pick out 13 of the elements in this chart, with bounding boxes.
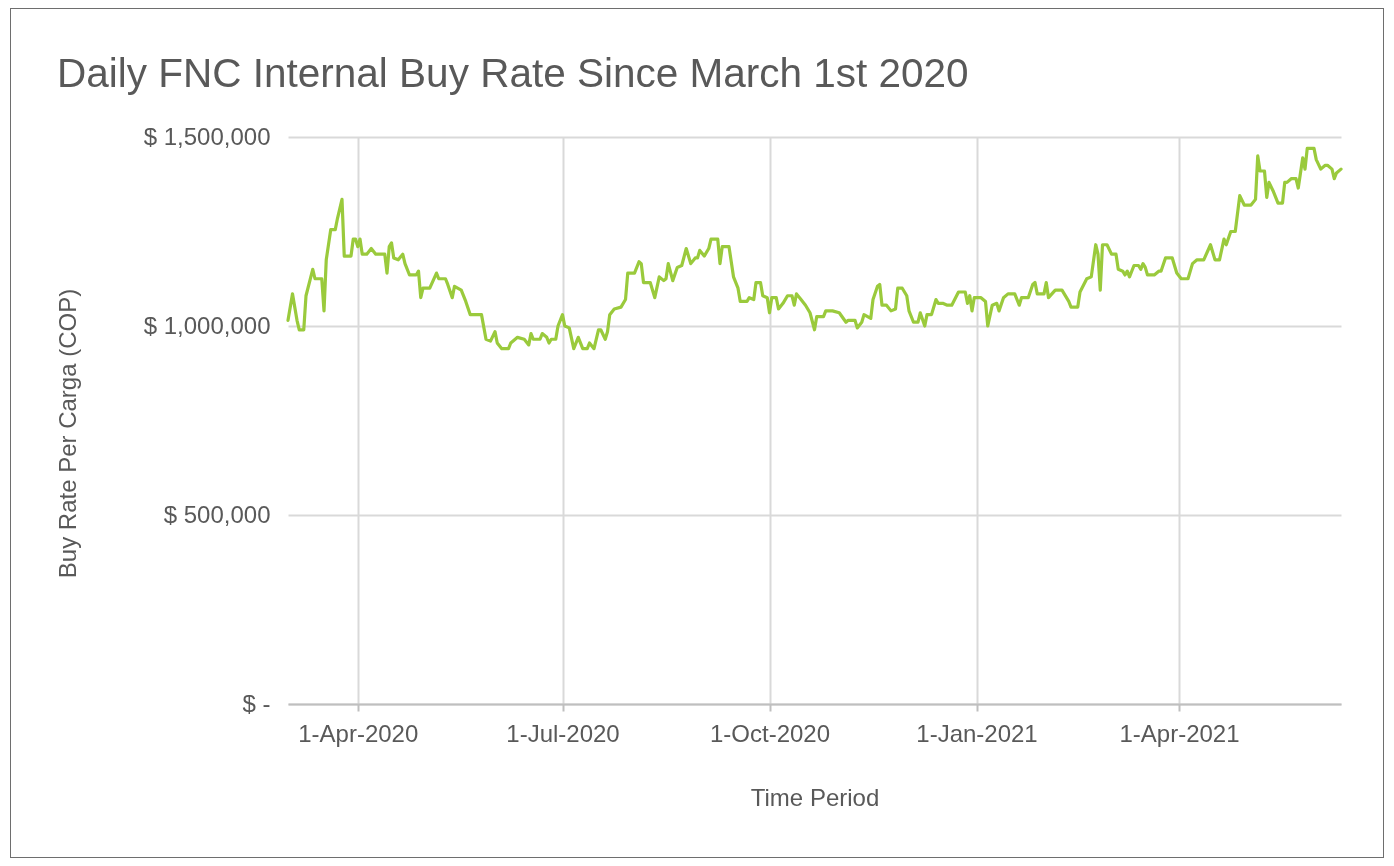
x-tick-label: 1-Apr-2020	[298, 719, 419, 747]
x-tick-label: 1-Apr-2021	[1119, 719, 1240, 747]
x-tick-label: 1-Jul-2020	[506, 719, 620, 747]
y-tick-label: $ 1,000,000	[143, 311, 271, 339]
y-tick-label: $ 1,500,000	[143, 122, 271, 150]
x-tick-label: 1-Oct-2020	[709, 719, 831, 747]
y-axis-title: Buy Rate Per Carga (COP)	[53, 288, 81, 579]
x-axis-title: Time Period	[750, 783, 880, 811]
y-tick-label: $ -	[242, 689, 271, 717]
y-tick-label: $ 500,000	[163, 500, 271, 528]
x-tick-label: 1-Jan-2021	[916, 719, 1038, 747]
line-series	[286, 146, 1343, 351]
chart-title: Daily FNC Internal Buy Rate Since March 1st 2020	[57, 49, 969, 96]
